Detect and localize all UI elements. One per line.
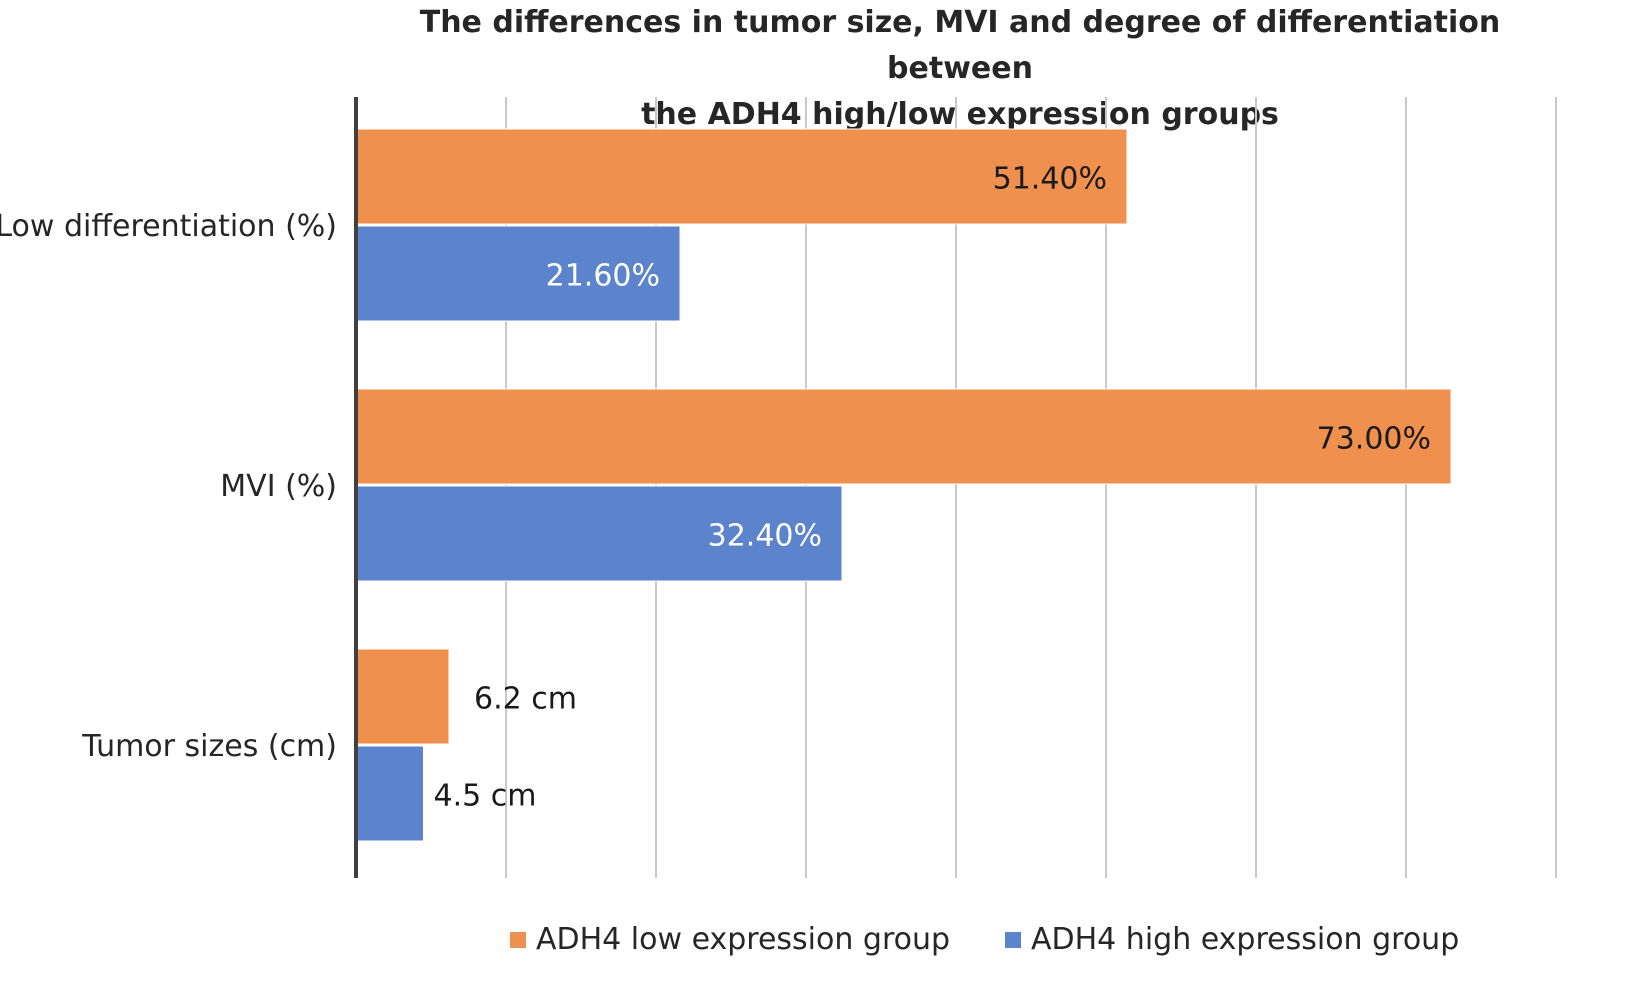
legend-swatch-high-expression [1005,931,1021,948]
category-label: Low differentiation (%) [0,209,337,244]
bar [355,128,1128,225]
data-label: 51.40% [993,162,1107,197]
data-label: 4.5 cm [434,779,537,814]
legend-item-high-expression: ADH4 high expression group [1005,922,1459,957]
legend-label-high-expression: ADH4 high expression group [1031,922,1460,957]
bar [355,388,1452,485]
legend-swatch-low-expression [510,931,526,948]
legend-label-low-expression: ADH4 low expression group [536,922,951,957]
chart-title: The differences in tumor size, MVI and d… [360,0,1560,138]
data-label: 32.40% [708,519,822,554]
bar [355,648,450,745]
chart-title-line-2: the ADH4 high/low expression groups [641,97,1279,132]
data-label: 21.60% [546,259,660,294]
data-label: 6.2 cm [474,682,577,717]
data-label: 73.00% [1317,422,1431,457]
bar [355,745,424,842]
chart-title-line-1: The differences in tumor size, MVI and d… [419,5,1501,86]
legend-item-low-expression: ADH4 low expression group [510,922,950,957]
category-label: MVI (%) [220,469,337,504]
legend: ADH4 low expression group ADH4 high expr… [0,922,1633,962]
category-label: Tumor sizes (cm) [81,729,337,764]
